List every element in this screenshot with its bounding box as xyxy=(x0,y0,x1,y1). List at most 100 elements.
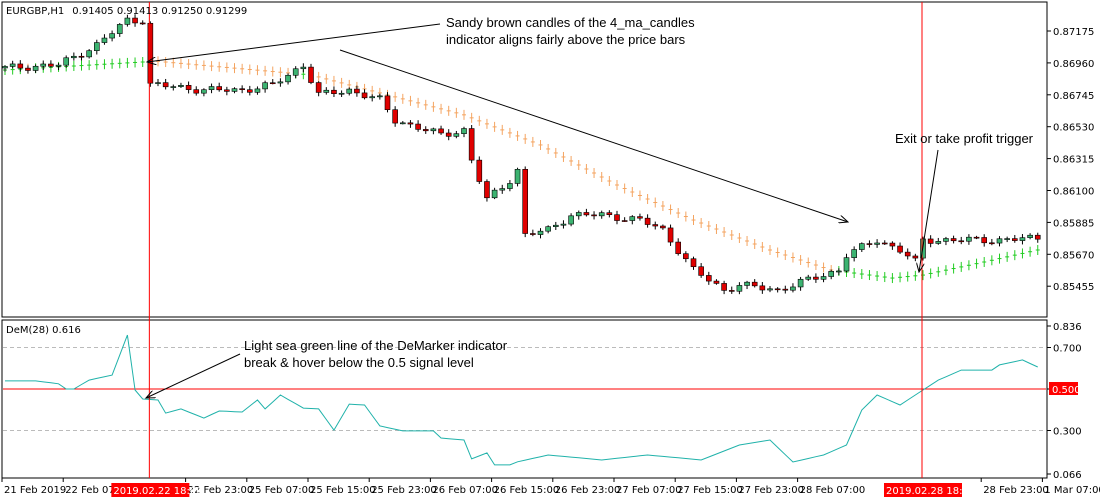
bear-candle xyxy=(759,285,766,291)
bull-candle xyxy=(820,276,827,280)
bull-candle xyxy=(491,189,498,199)
bear-candle xyxy=(315,82,322,93)
bull-candle xyxy=(170,86,177,88)
bear-candle xyxy=(621,220,628,222)
indicator-panel xyxy=(1,319,1048,479)
symbol-ohlc-header: EURGBP,H1 0.91405 0.91413 0.91250 0.91299 xyxy=(6,6,247,17)
bull-candle xyxy=(598,212,605,217)
time-tick-label: 28 Feb 23:00 xyxy=(983,485,1049,496)
bear-candle xyxy=(721,283,727,291)
bear-candle xyxy=(912,255,919,259)
bear-candle xyxy=(958,240,965,243)
bull-candle xyxy=(300,66,307,70)
bull-candle xyxy=(201,89,207,94)
annotation-trend-arrow xyxy=(339,49,848,222)
bear-candle xyxy=(675,241,682,254)
bull-candle xyxy=(797,278,804,288)
bull-candle xyxy=(966,236,972,242)
bear-candle xyxy=(782,288,789,291)
bull-candle xyxy=(568,215,574,225)
bull-candle xyxy=(507,183,513,189)
bear-candle xyxy=(1034,234,1041,240)
bear-candle xyxy=(216,86,222,91)
bear-candle xyxy=(637,216,643,219)
bull-candle xyxy=(285,74,291,83)
time-marker-badge xyxy=(884,483,962,497)
bear-candle xyxy=(813,276,819,280)
indicator-tick-label: 0.300 xyxy=(1053,427,1082,438)
bear-candle xyxy=(438,128,444,134)
bear-candle xyxy=(698,266,704,276)
bear-candle xyxy=(530,233,536,235)
annotation-arrow-ma xyxy=(147,23,441,62)
bear-candle xyxy=(48,63,54,67)
bull-candle xyxy=(629,216,636,221)
annotation-ma-line1: Sandy brown candles of the 4_ma_candles xyxy=(446,15,695,30)
bull-candle xyxy=(514,169,521,184)
bear-candle xyxy=(247,89,253,93)
bear-candle xyxy=(652,224,659,227)
bear-candle xyxy=(606,212,613,215)
bear-candle xyxy=(484,181,490,199)
bull-candle xyxy=(32,65,39,71)
time-tick-label: 21 Feb 2019 xyxy=(4,485,66,496)
bull-candle xyxy=(560,223,567,226)
bear-candle xyxy=(139,22,146,25)
bear-candle xyxy=(384,95,391,110)
bear-candle xyxy=(774,288,781,291)
bull-candle xyxy=(178,85,184,87)
bull-candle xyxy=(338,92,345,95)
bear-candle xyxy=(1011,238,1018,241)
annotation-arrow-dem xyxy=(146,353,241,398)
time-tick-label: 22 Feb 23:00 xyxy=(188,485,254,496)
bear-candle xyxy=(522,169,529,234)
bull-candle xyxy=(499,188,506,191)
bull-candle xyxy=(805,276,812,280)
price-tick-label: 0.85670 xyxy=(1053,250,1094,261)
bull-candle xyxy=(430,128,437,132)
bear-candle xyxy=(407,122,414,125)
time-tick-label: 27 Feb 23:00 xyxy=(738,485,804,496)
bear-candle xyxy=(881,242,888,245)
bear-candle xyxy=(132,17,138,24)
bear-candle xyxy=(415,123,421,130)
bull-candle xyxy=(790,286,796,291)
annotation-dem-line1: Light sea green line of the DeMarker ind… xyxy=(244,338,508,353)
bull-candle xyxy=(40,63,47,67)
price-tick-label: 0.86530 xyxy=(1053,123,1094,134)
bear-candle xyxy=(269,82,276,85)
bull-candle xyxy=(116,24,123,34)
bull-candle xyxy=(254,88,261,93)
signal-level-badge xyxy=(1049,382,1078,395)
bull-candle xyxy=(461,128,467,134)
time-tick-label: 1 Mar 07:00 xyxy=(1044,485,1100,496)
bull-candle xyxy=(292,68,299,76)
bear-candle xyxy=(866,243,873,245)
bull-candle xyxy=(101,37,108,43)
bear-candle xyxy=(713,280,720,284)
bull-candle xyxy=(575,212,582,217)
bull-candle xyxy=(453,133,460,137)
bear-candle xyxy=(644,217,651,225)
indicator-label: DeM(28) 0.616 xyxy=(6,325,81,336)
bull-candle xyxy=(874,242,880,245)
bear-candle xyxy=(583,212,590,216)
time-tick-label: 26 Feb 23:00 xyxy=(555,485,621,496)
bear-candle xyxy=(667,227,674,243)
bull-candle xyxy=(55,64,62,67)
bull-candle xyxy=(1027,234,1033,238)
bull-candle xyxy=(109,33,115,39)
bull-candle xyxy=(124,17,131,25)
bull-candle xyxy=(155,82,161,84)
bull-candle xyxy=(369,96,376,99)
bear-candle xyxy=(927,238,934,244)
bear-candle xyxy=(476,159,483,182)
bull-candle xyxy=(1019,237,1026,241)
bear-candle xyxy=(690,258,697,268)
price-tick-label: 0.85885 xyxy=(1053,218,1094,229)
bull-candle xyxy=(545,226,551,232)
bull-candle xyxy=(996,238,1003,244)
bear-candle xyxy=(224,89,230,92)
bull-candle xyxy=(323,89,330,93)
